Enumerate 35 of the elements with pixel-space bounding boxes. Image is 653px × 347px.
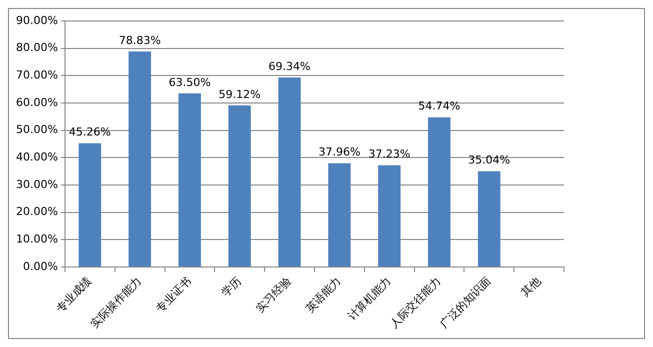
data-label: 37.96% xyxy=(318,146,360,159)
data-label: 37.23% xyxy=(368,148,410,161)
bar xyxy=(228,105,251,266)
y-tick-label: 30.00% xyxy=(16,178,58,191)
data-label: 63.50% xyxy=(168,76,211,89)
bar xyxy=(128,52,152,266)
data-label: 35.04% xyxy=(468,154,510,167)
data-label: 78.83% xyxy=(118,34,161,47)
y-tick-label: 40.00% xyxy=(16,150,58,164)
y-tick-label: 0.00% xyxy=(22,260,58,273)
data-label: 69.34% xyxy=(268,60,310,73)
data-label: 45.26% xyxy=(68,126,111,139)
y-tick-label: 20.00% xyxy=(16,205,58,218)
x-tick-label: 专业成绩 xyxy=(54,274,94,315)
x-tick-label: 学历 xyxy=(219,274,244,300)
y-tick-label: 60.00% xyxy=(16,96,58,109)
bar xyxy=(278,77,301,266)
x-tick-label: 计算机能力 xyxy=(345,274,394,323)
x-tick-label: 英语能力 xyxy=(303,274,344,315)
y-tick-label: 10.00% xyxy=(16,232,58,246)
x-tick-label: 其他 xyxy=(518,274,544,300)
y-tick-label: 70.00% xyxy=(16,68,58,82)
data-label: 54.74% xyxy=(418,100,460,113)
bar xyxy=(78,143,102,266)
bar xyxy=(378,165,401,266)
y-tick-label: 80.00% xyxy=(16,41,58,54)
y-tick-label: 90.00% xyxy=(16,14,58,27)
bar xyxy=(478,171,500,266)
bar xyxy=(428,117,450,266)
x-tick-label: 专业证书 xyxy=(154,274,194,315)
bar xyxy=(328,163,351,266)
data-label: 59.12% xyxy=(218,88,261,101)
x-tick-label: 实习经验 xyxy=(253,274,294,315)
bar xyxy=(178,93,201,266)
y-tick-label: 50.00% xyxy=(16,123,58,136)
